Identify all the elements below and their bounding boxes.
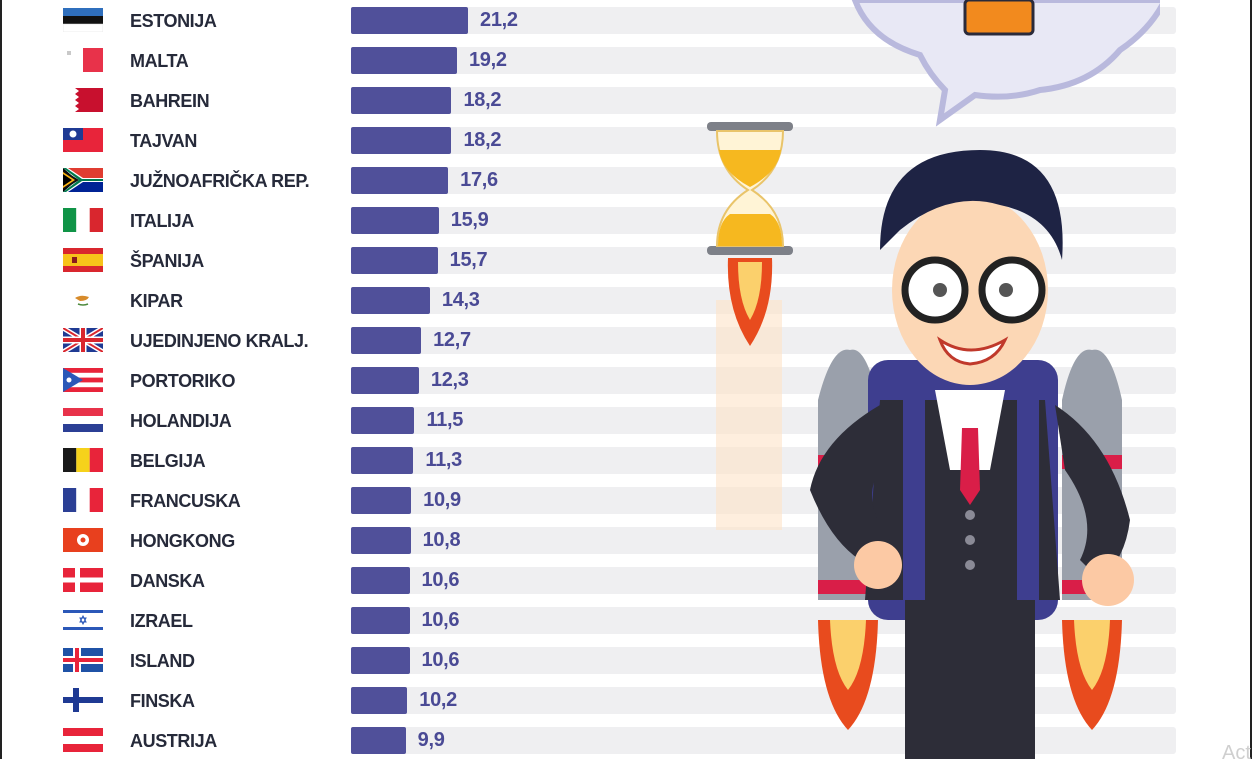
bar-track <box>351 647 1176 674</box>
jetpack-businessman-illustration <box>707 0 1160 759</box>
bar <box>351 7 468 34</box>
category-label: IZRAEL <box>130 611 193 631</box>
category-label: UJEDINJENO KRALJ. <box>130 331 309 351</box>
category-label: TAJVAN <box>130 131 197 151</box>
bar <box>351 207 439 234</box>
category-label: KIPAR <box>130 291 183 311</box>
value-label: 19,2 <box>468 49 507 71</box>
bar <box>351 127 452 154</box>
value-label: 14,3 <box>441 289 480 311</box>
watermark-text: Act <box>1222 742 1251 764</box>
category-label: HONGKONG <box>130 531 235 551</box>
bar <box>351 687 408 714</box>
bar <box>351 487 412 514</box>
category-label: DANSKA <box>130 571 205 591</box>
bar-track <box>351 687 1176 714</box>
value-label: 10,6 <box>421 569 460 591</box>
category-label: ESTONIJA <box>130 11 217 31</box>
category-label: ŠPANIJA <box>130 251 204 271</box>
category-label: BAHREIN <box>130 91 210 111</box>
bar <box>351 527 411 554</box>
value-label: 10,6 <box>421 649 460 671</box>
flag-netherlands-icon <box>63 408 103 432</box>
bar <box>351 247 438 274</box>
flag-israel-icon <box>63 608 103 632</box>
flag-italy-icon <box>63 208 103 232</box>
value-label: 17,6 <box>460 169 498 191</box>
category-label: JUŽNOAFRIČKA REP. <box>130 171 310 191</box>
value-label: 11,5 <box>426 409 464 431</box>
value-label: 21,2 <box>480 9 518 31</box>
bar <box>351 647 410 674</box>
flag-bahrain-icon <box>63 88 103 112</box>
value-label: 10,6 <box>421 609 460 631</box>
flag-denmark-icon <box>63 568 103 592</box>
value-label: 10,2 <box>419 689 458 711</box>
frame-border-left <box>0 0 2 759</box>
chart-row: AUSTRIJA 9,9 <box>0 720 1252 760</box>
value-label: 12,7 <box>433 329 471 351</box>
chart-row: ISLAND 10,6 <box>0 640 1252 680</box>
flag-south-africa-icon <box>63 168 103 192</box>
bar <box>351 607 410 634</box>
bar <box>351 167 449 194</box>
value-label: 15,7 <box>449 249 488 271</box>
flag-malta-icon <box>63 48 103 72</box>
value-label: 12,3 <box>430 369 469 391</box>
value-label: 18,2 <box>463 129 502 151</box>
flag-cyprus-icon <box>63 288 103 312</box>
bar <box>351 567 410 594</box>
value-label: 10,8 <box>422 529 461 551</box>
value-label: 11,3 <box>425 449 462 471</box>
flag-taiwan-icon <box>63 128 103 152</box>
chart-row: FINSKA 10,2 <box>0 680 1252 720</box>
flag-hong-kong-icon <box>63 528 103 552</box>
category-label: FINSKA <box>130 691 195 711</box>
flag-france-icon <box>63 488 103 512</box>
category-label: ITALIJA <box>130 211 194 231</box>
bar <box>351 287 430 314</box>
bar-track <box>351 727 1176 754</box>
bar <box>351 407 415 434</box>
flag-puerto-rico-icon <box>63 368 103 392</box>
value-label: 15,9 <box>450 209 489 231</box>
category-label: HOLANDIJA <box>130 411 232 431</box>
flag-spain-icon <box>63 248 103 272</box>
hourglass-icon <box>707 122 793 255</box>
frame-border-right <box>1250 0 1252 759</box>
value-label: 10,9 <box>423 489 461 511</box>
chart-row: IZRAEL 10,6 <box>0 600 1252 640</box>
businessman <box>810 150 1134 759</box>
bar <box>351 47 457 74</box>
bar <box>351 727 406 754</box>
value-label: 18,2 <box>463 89 502 111</box>
bar <box>351 447 414 474</box>
category-label: AUSTRIJA <box>130 731 217 751</box>
flag-finland-icon <box>63 688 103 712</box>
category-label: BELGIJA <box>130 451 206 471</box>
flag-estonia-icon <box>63 8 103 32</box>
bar <box>351 367 419 394</box>
flag-belgium-icon <box>63 448 103 472</box>
category-label: FRANCUSKA <box>130 491 241 511</box>
flag-austria-icon <box>63 728 103 752</box>
flag-uk-icon <box>63 328 103 352</box>
speech-bubble <box>851 0 1160 127</box>
bar <box>351 87 452 114</box>
bar <box>351 327 422 354</box>
hourglass-flame <box>716 258 782 530</box>
category-label: ISLAND <box>130 651 195 671</box>
category-label: MALTA <box>130 51 189 71</box>
flag-iceland-icon <box>63 648 103 672</box>
category-label: PORTORIKO <box>130 371 236 391</box>
value-label: 9,9 <box>417 729 445 751</box>
